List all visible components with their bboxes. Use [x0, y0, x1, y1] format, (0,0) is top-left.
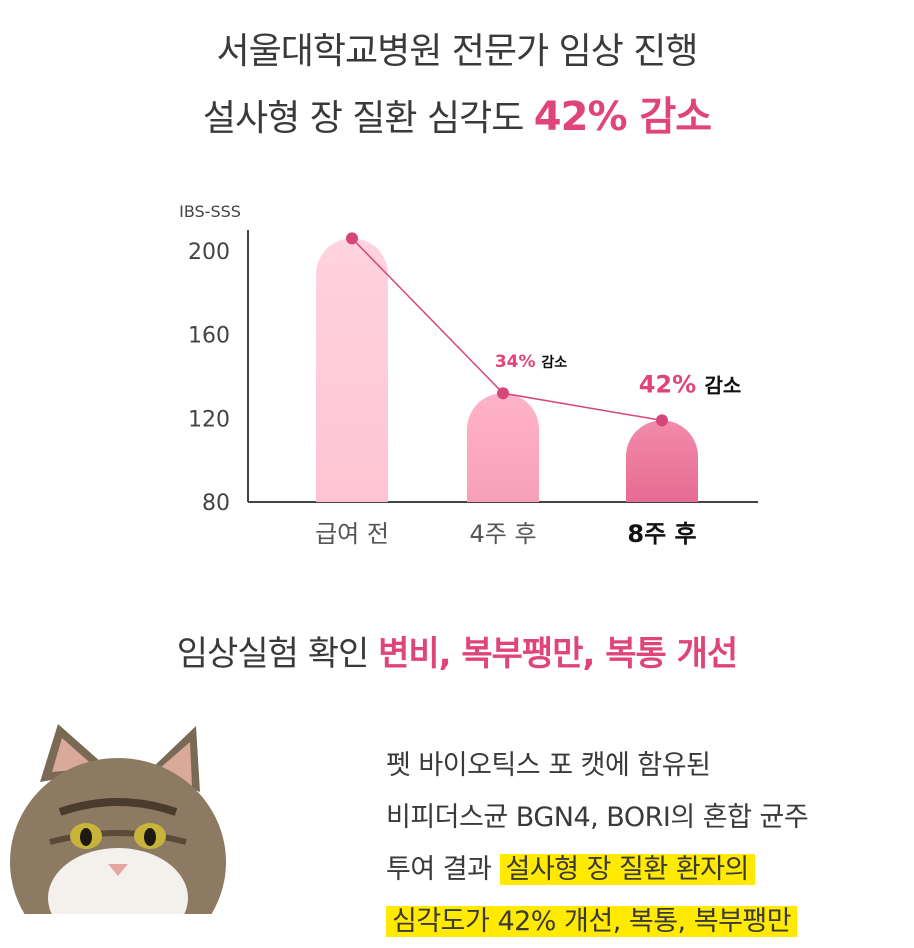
x-tick-label: 급여 전: [315, 520, 389, 548]
x-tick-label: 8주 후: [627, 520, 696, 548]
headline-prefix: 설사형 장 질환 심각도: [202, 98, 534, 139]
data-point: [346, 232, 358, 245]
headline-line-1: 서울대학교병원 전문가 임상 진행: [216, 31, 698, 72]
data-point: [656, 414, 668, 427]
description-line-3: 투여 결과 설사형 장 질환 환자의: [386, 844, 906, 896]
description-line-4: 심각도가 42% 개선, 복통, 복부팽만: [386, 896, 906, 948]
bar: [626, 420, 698, 502]
description-line-3-prefix: 투여 결과: [386, 854, 500, 885]
y-tick-label: 80: [202, 491, 230, 516]
description-highlight-1: 설사형 장 질환 환자의: [499, 854, 755, 885]
y-tick-label: 200: [188, 240, 230, 265]
description-text: 펫 바이오틱스 포 캣에 함유된 비피더스균 BGN4, BORI의 혼합 균주…: [386, 740, 906, 948]
section-title-prefix: 임상실험 확인: [176, 634, 379, 674]
description-highlight-2: 심각도가 42% 개선, 복통, 복부팽만: [386, 906, 798, 937]
y-tick-label: 160: [188, 324, 230, 349]
cat-illustration: [10, 724, 226, 914]
headline-accent: 42% 감소: [533, 94, 712, 140]
data-point: [497, 387, 509, 400]
y-tick-label: 120: [188, 407, 230, 432]
reduction-annotation: 34% 감소: [495, 352, 567, 372]
x-tick-label: 4주 후: [469, 520, 536, 548]
section-title-accent: 변비, 복부팽만, 복통 개선: [378, 634, 738, 674]
section-title: 임상실험 확인 변비, 복부팽만, 복통 개선: [0, 626, 914, 675]
description-line-2: 비피더스균 BGN4, BORI의 혼합 균주: [386, 802, 809, 833]
cat-photo: [0, 712, 250, 914]
bar: [467, 393, 539, 502]
description-line-1: 펫 바이오틱스 포 캣에 함유된: [386, 750, 711, 781]
y-axis-label: IBS-SSS: [179, 202, 241, 221]
bar: [316, 238, 388, 502]
severity-bar-chart: IBS-SSS 200 160 120 80 급여 전 4주 후 8주 후 34% 감소 4…: [179, 202, 758, 548]
headline-line-2: 설사형 장 질환 심각도 42% 감소: [0, 84, 914, 142]
reduction-annotation: 42% 감소: [639, 370, 742, 398]
